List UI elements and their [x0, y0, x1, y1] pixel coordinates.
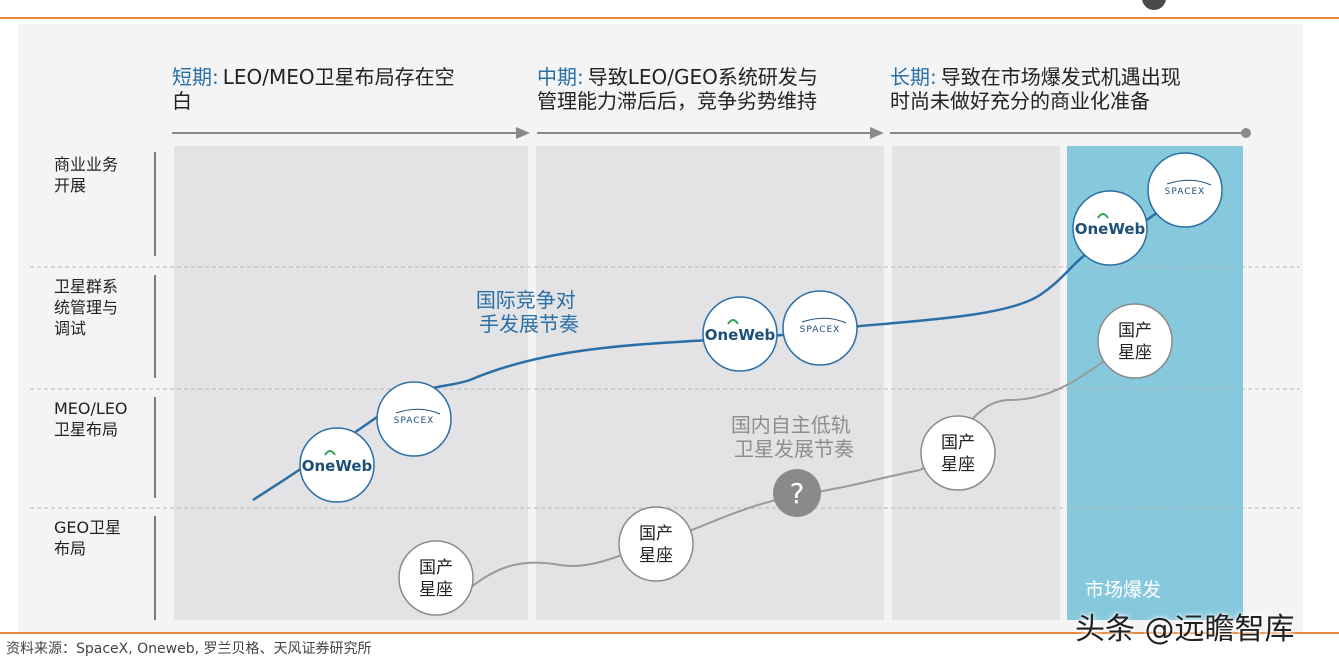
question-badge	[773, 469, 821, 517]
domestic-badge-geo: 国产 星座	[398, 540, 474, 616]
phase-header-short: 短期: LEO/MEO卫星布局存在空 白	[172, 65, 461, 113]
arrow-head	[870, 127, 884, 139]
domestic-badge-market: 国产 星座	[1097, 303, 1173, 379]
domestic-label: 国产	[639, 524, 673, 544]
domestic-label: 国产	[419, 558, 453, 578]
top-rule	[0, 17, 1339, 19]
note-market: 市场爆发	[1085, 579, 1161, 601]
phase-column-long	[892, 146, 1060, 620]
oneweb-logo-icon	[1097, 213, 1109, 219]
bottom-rule	[0, 632, 1339, 634]
oneweb-label: OneWeb	[705, 326, 776, 344]
oneweb-logo-icon	[324, 450, 336, 456]
domestic-label: 国产	[941, 433, 975, 453]
source-note: 资料来源：SpaceX, Oneweb, 罗兰贝格、天风证券研究所	[6, 641, 372, 657]
note-international: 国际竞争对 手发展节奏	[476, 288, 582, 336]
phase-column-mid	[536, 146, 884, 620]
spacex-swoosh-icon	[801, 317, 847, 324]
oneweb-badge-mid: OneWeb	[702, 296, 778, 372]
row-label-meo-leo: MEO/LEO 卫星布局	[54, 399, 133, 439]
phase-header-mid: 中期: 导致LEO/GEO系统研发与 管理能力滞后后，竞争劣势维持	[537, 65, 824, 113]
phase-column-short	[174, 146, 528, 620]
domestic-badge-mid: 国产 星座	[618, 506, 694, 582]
domestic-label: 星座	[1118, 343, 1152, 363]
arrow-head	[516, 127, 530, 139]
oneweb-badge-long: OneWeb	[1072, 190, 1148, 266]
oneweb-label: OneWeb	[1075, 220, 1146, 238]
spacex-swoosh-icon	[1166, 179, 1212, 186]
spacex-label: SPACEX	[394, 416, 435, 426]
question-mark: ?	[790, 477, 805, 510]
oneweb-logo-icon	[727, 319, 739, 325]
corner-dot	[1142, 0, 1166, 10]
row-label-management: 卫星群系 统管理与 调试	[54, 277, 123, 338]
spacex-badge-mid: SPACEX	[782, 290, 858, 366]
domestic-badge-long: 国产 星座	[920, 415, 996, 491]
phase-header-long: 长期: 导致在市场爆发式机遇出现 时尚未做好充分的商业化准备	[890, 65, 1187, 113]
oneweb-badge-short: OneWeb	[299, 427, 375, 503]
domestic-label: 星座	[419, 580, 453, 600]
domestic-label: 星座	[941, 455, 975, 475]
watermark: 头条 @远瞻智库	[1075, 612, 1295, 647]
row-label-commercial: 商业业务 开展	[54, 155, 123, 195]
spacex-swoosh-icon	[395, 408, 441, 415]
spacex-badge-short: SPACEX	[376, 381, 452, 457]
oneweb-label: OneWeb	[302, 457, 373, 475]
domestic-label: 国产	[1118, 321, 1152, 341]
note-domestic: 国内自主低轨 卫星发展节奏	[731, 413, 857, 461]
timeline-diagram: 商业业务 开展 卫星群系 统管理与 调试 MEO/LEO 卫星布局 GEO卫星 …	[30, 65, 1300, 620]
spacex-badge-long: SPACEX	[1147, 152, 1223, 228]
spacex-label: SPACEX	[1165, 187, 1206, 197]
spacex-label: SPACEX	[800, 325, 841, 335]
domestic-label: 星座	[639, 546, 673, 566]
row-label-geo: GEO卫星 布局	[54, 518, 126, 558]
arrow-end-dot	[1241, 128, 1251, 138]
